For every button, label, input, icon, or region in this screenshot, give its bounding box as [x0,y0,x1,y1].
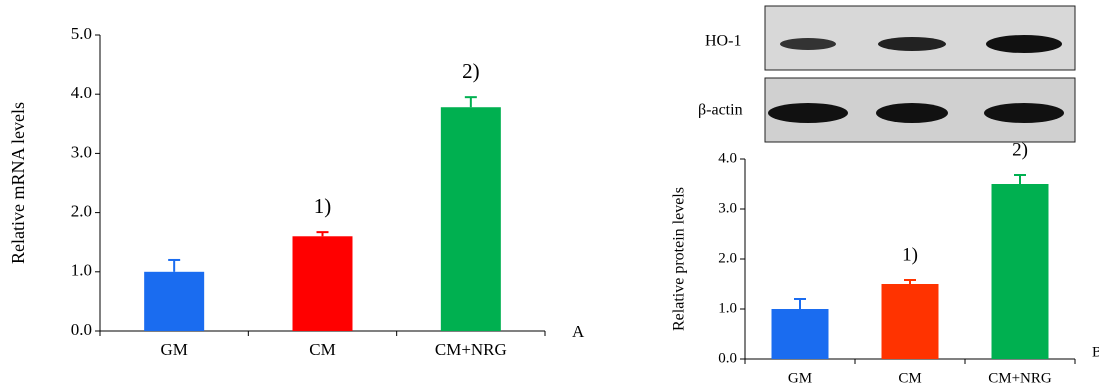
panel-label: A [572,322,585,341]
figure: HO-1 β-actin 0.0 1.0 2.0 3.0 4.0 5.0 GM CM 1) CM+… [0,0,1099,387]
x-tick-label: GM [788,370,812,386]
blot-band [876,103,948,123]
blot-band [986,35,1062,53]
annotation: 2) [1012,139,1028,160]
x-tick-label: CM+NRG [435,340,507,359]
annotation: 1) [902,244,918,265]
x-tick-label: CM [898,370,921,386]
y-tick-label: 2.0 [718,250,737,266]
panel-label: B [1092,344,1099,360]
y-tick-label: 0.0 [718,350,737,366]
y-axis-label: Relative mRNA levels [8,102,28,264]
y-tick-label: 3.0 [71,142,92,161]
bar [882,284,939,359]
x-tick-label: GM [160,340,187,359]
annotation: 1) [314,194,332,218]
blot-label: β-actin [698,102,743,119]
y-tick-label: 4.0 [71,83,92,102]
blot-band [878,37,946,51]
x-tick-label: CM [309,340,335,359]
bar [144,272,204,331]
y-tick-label: 1.0 [71,261,92,280]
blot-band [780,38,836,50]
y-tick-label: 2.0 [71,202,92,221]
bar [772,309,829,359]
blot-band [768,103,848,123]
annotation: 2) [462,59,480,83]
y-tick-label: 0.0 [71,320,92,339]
bar [293,236,353,331]
y-axis-label: Relative protein levels [671,187,688,331]
y-tick-label: 4.0 [718,150,737,166]
blot-label: HO-1 [705,33,741,50]
y-tick-label: 3.0 [718,200,737,216]
bar [441,107,501,331]
x-tick-label: CM+NRG [988,370,1052,386]
blot-band [984,103,1064,123]
y-tick-label: 1.0 [718,300,737,316]
bar [992,184,1049,359]
y-tick-label: 5.0 [71,24,92,43]
western-blot: HO-1 β-actin [698,6,1075,142]
